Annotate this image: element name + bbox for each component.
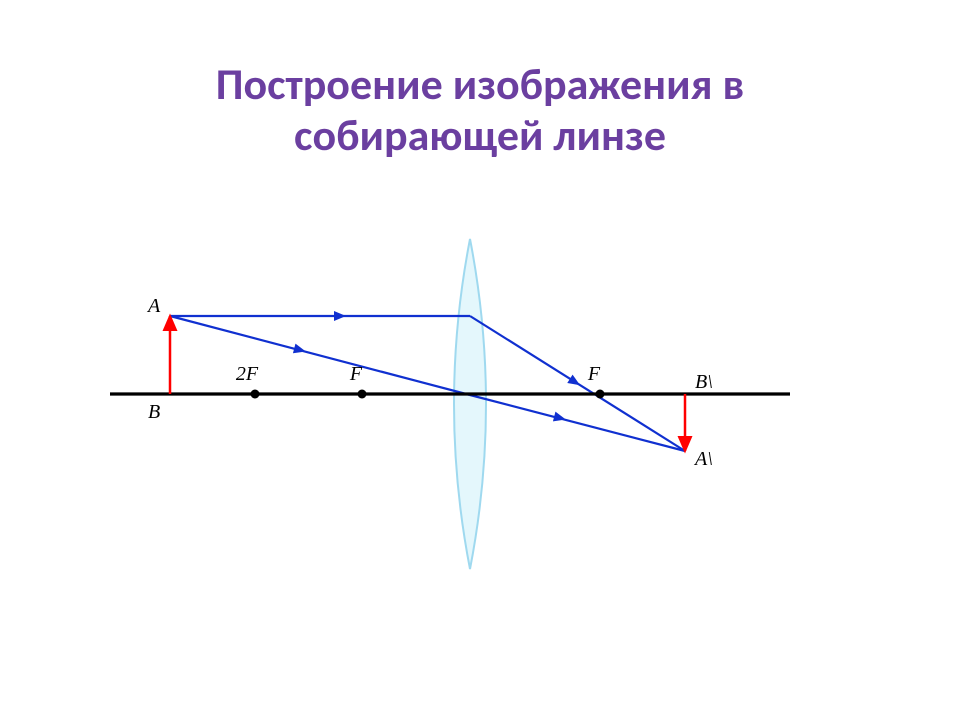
focal-label: F	[587, 363, 601, 385]
ray	[170, 316, 470, 395]
ray-arrow-icon	[553, 412, 567, 425]
image-label-B: B\	[695, 371, 713, 393]
focal-label: F	[349, 363, 363, 385]
focal-label: 2F	[236, 363, 259, 385]
focal-point	[358, 390, 367, 399]
lens-diagram: 2F F F A B A\ B\	[100, 219, 800, 599]
focal-point	[596, 390, 605, 399]
ray-arrow-icon	[293, 344, 307, 357]
lens-shape	[454, 239, 486, 569]
ray	[470, 395, 685, 451]
ray-arrow-icon	[567, 375, 582, 390]
object-label-A: A	[146, 295, 161, 317]
title-line-2: собирающей линзе	[294, 108, 666, 162]
ray-arrow-icon	[334, 311, 346, 321]
focal-point	[251, 390, 260, 399]
diagram-svg: 2F F F A B A\ B\	[100, 219, 800, 599]
image-label-A: A\	[693, 448, 713, 470]
object-label-B: B	[148, 401, 160, 423]
title-line-1: Построение изображения в	[216, 57, 744, 111]
page-title: Построение изображения в собирающей линз…	[0, 29, 960, 160]
